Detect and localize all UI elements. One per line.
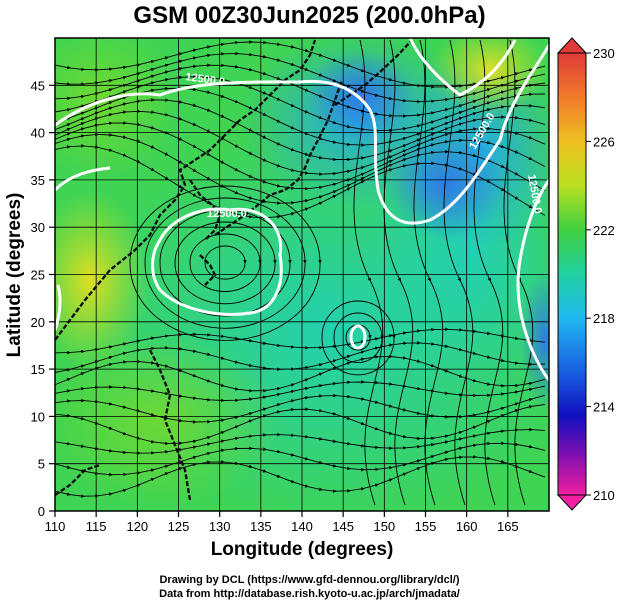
streamline (55, 144, 546, 220)
contour-label: 12500.0 (185, 71, 226, 88)
y-tick-label: 40 (31, 126, 45, 141)
colorbar: 230 226 222 218 214 210 (556, 37, 615, 511)
x-axis-ticks: 110 115 120 125 130 135 140 145 150 155 160 165 (45, 511, 519, 534)
streamline (443, 39, 474, 506)
colorbar-top-arrow (556, 37, 588, 54)
y-axis-label: Latitude (degrees) (4, 193, 25, 358)
streamline (413, 39, 444, 506)
streamline (353, 39, 384, 506)
colorbar-bottom-arrow (556, 494, 588, 511)
x-tick-label: 165 (497, 519, 519, 534)
streamline (473, 39, 504, 506)
streamline (189, 233, 262, 292)
x-tick-label: 130 (209, 519, 231, 534)
wind-streamlines (55, 39, 546, 506)
map-title: GSM 00Z30Jun2025 (200.0hPa) (133, 2, 486, 29)
colorbar-label: 214 (593, 400, 615, 415)
y-tick-label: 45 (31, 78, 45, 93)
streamline (345, 324, 372, 351)
colorbar-label: 222 (593, 223, 615, 238)
x-tick-label: 125 (168, 519, 190, 534)
y-tick-label: 0 (38, 504, 45, 519)
colorbar-label: 218 (593, 311, 615, 326)
y-tick-label: 15 (31, 362, 45, 377)
y-tick-label: 10 (31, 409, 45, 424)
streamline (383, 39, 414, 506)
contour-label: 12500.0 (207, 208, 247, 220)
streamline (174, 221, 277, 305)
x-tick-label: 150 (373, 519, 395, 534)
x-tick-label: 140 (291, 519, 313, 534)
streamline (333, 312, 384, 363)
x-tick-label: 110 (45, 519, 66, 534)
y-tick-label: 20 (31, 315, 45, 330)
credit-data: Data from http://database.rish.kyoto-u.a… (159, 588, 460, 600)
x-axis-label: Longitude (degrees) (211, 539, 394, 560)
y-tick-label: 25 (31, 268, 45, 283)
height-contours (55, 38, 549, 381)
map-figure: 12500.0 12500.0 12500.0 12500.0 110 115 12… (4, 37, 615, 560)
temperature-field (55, 38, 549, 511)
colorbar-label: 226 (593, 134, 615, 149)
y-tick-label: 30 (31, 220, 45, 235)
streamline (204, 245, 247, 280)
streamline (144, 197, 307, 329)
x-tick-label: 120 (126, 519, 148, 534)
colorbar-label: 210 (593, 488, 615, 503)
y-tick-label: 5 (38, 457, 45, 472)
x-tick-label: 155 (415, 519, 437, 534)
streamline (503, 39, 534, 506)
colorbar-label: 230 (593, 46, 615, 61)
x-tick-label: 135 (250, 519, 272, 534)
credit-drawing: Drawing by DCL (https://www.gfd-dennou.o… (159, 574, 460, 586)
x-tick-label: 145 (332, 519, 354, 534)
streamline (321, 300, 396, 376)
y-tick-label: 35 (31, 173, 45, 188)
streamline (55, 455, 546, 498)
y-axis-ticks: 0 5 10 15 20 25 30 35 40 45 (31, 78, 55, 519)
x-tick-label: 115 (86, 519, 107, 534)
colorbar-scale (557, 52, 587, 496)
x-tick-label: 160 (456, 519, 478, 534)
